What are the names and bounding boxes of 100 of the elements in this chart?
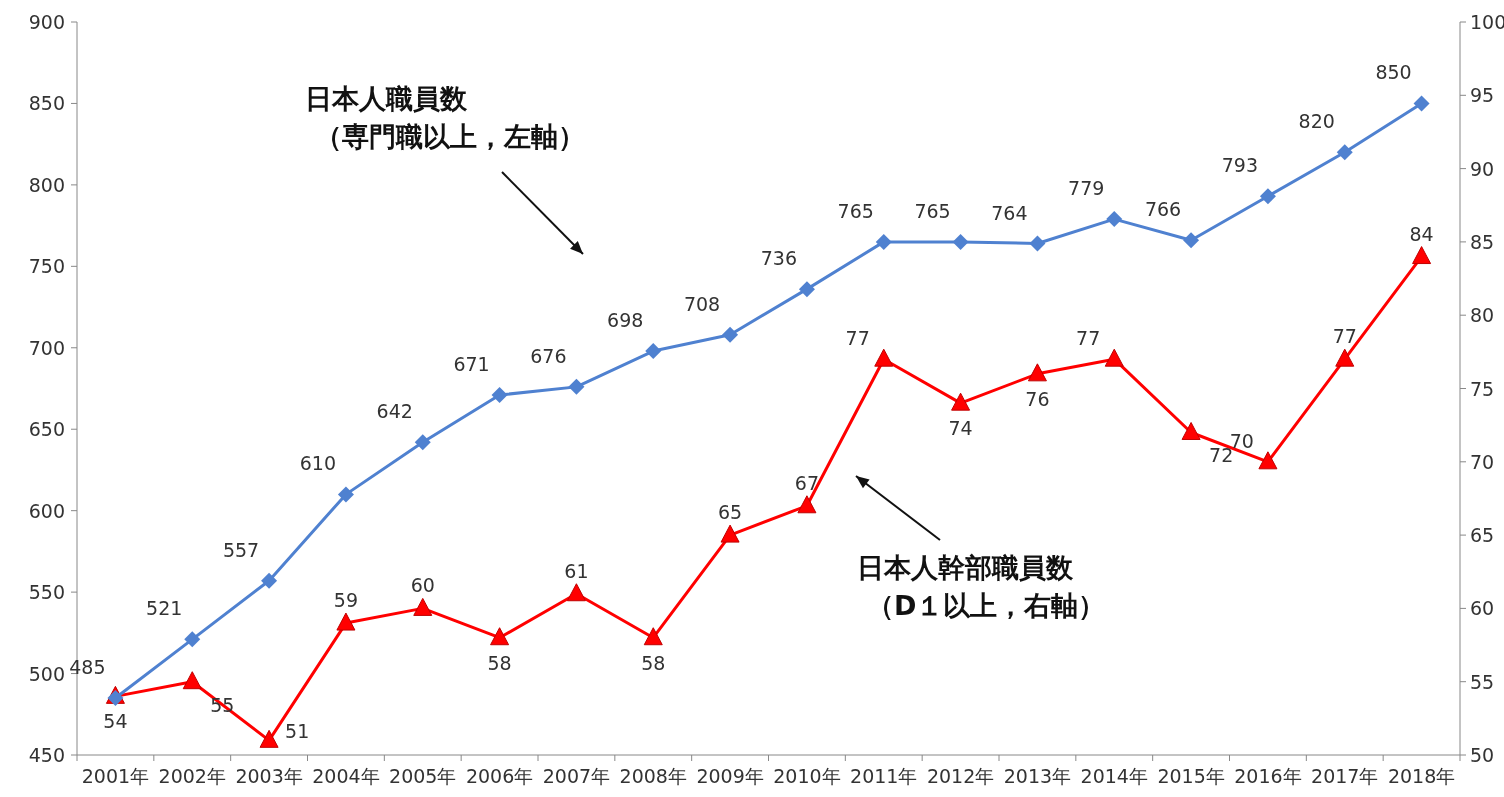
x-tick-label: 2017年 bbox=[1311, 765, 1379, 787]
x-tick-label: 2014年 bbox=[1080, 765, 1148, 787]
data-label: 60 bbox=[410, 574, 435, 597]
point bbox=[1412, 246, 1432, 265]
point bbox=[491, 387, 508, 404]
point bbox=[1335, 348, 1355, 367]
point bbox=[1259, 188, 1276, 205]
point bbox=[875, 233, 892, 250]
y2-tick-label: 60 bbox=[1470, 597, 1495, 620]
data-label: 671 bbox=[453, 353, 490, 376]
x-tick-label: 2015年 bbox=[1157, 765, 1225, 787]
y2-tick-label: 80 bbox=[1470, 304, 1495, 327]
x-tick-label: 2016年 bbox=[1234, 765, 1302, 787]
data-label: 642 bbox=[376, 400, 413, 423]
data-label: 77 bbox=[845, 327, 870, 350]
data-label: 698 bbox=[607, 309, 644, 332]
point bbox=[1181, 421, 1201, 440]
point bbox=[490, 627, 510, 646]
x-tick-label: 2010年 bbox=[773, 765, 841, 787]
x-tick-label: 2012年 bbox=[926, 765, 995, 787]
point bbox=[261, 572, 278, 589]
data-label: 765 bbox=[914, 199, 951, 222]
x-tick-label: 2002年 bbox=[158, 765, 226, 787]
point bbox=[1413, 95, 1430, 112]
x-tick-label: 2003年 bbox=[235, 765, 303, 787]
point bbox=[1106, 211, 1123, 228]
data-label: 485 bbox=[69, 655, 106, 678]
y-tick-label: 650 bbox=[28, 418, 65, 441]
point bbox=[336, 612, 356, 631]
y-tick-label: 700 bbox=[28, 336, 65, 359]
point bbox=[720, 524, 740, 543]
x-tick-label: 2018年 bbox=[1387, 765, 1456, 787]
data-label: 58 bbox=[641, 651, 666, 674]
point bbox=[568, 378, 585, 395]
data-label: 84 bbox=[1409, 222, 1434, 245]
data-label: 67 bbox=[794, 471, 820, 494]
point bbox=[414, 434, 431, 451]
y2-tick-label: 95 bbox=[1470, 84, 1495, 107]
x-tick-label: 2001年 bbox=[81, 765, 150, 787]
point bbox=[643, 627, 663, 646]
data-label: 58 bbox=[487, 651, 512, 674]
data-label: 736 bbox=[760, 247, 798, 270]
x-tick-label: 2011年 bbox=[850, 765, 918, 787]
point bbox=[1027, 363, 1047, 382]
x-tick-label: 2007年 bbox=[542, 765, 611, 787]
data-label: 72 bbox=[1209, 444, 1234, 467]
y-tick-label: 900 bbox=[28, 11, 65, 33]
y-tick-label: 500 bbox=[28, 662, 65, 685]
data-label: 779 bbox=[1068, 177, 1105, 200]
point bbox=[951, 392, 971, 411]
point bbox=[1336, 144, 1353, 161]
y-tick-label: 450 bbox=[28, 744, 65, 766]
point bbox=[184, 631, 201, 648]
y-tick-label: 800 bbox=[28, 173, 65, 196]
y2-tick-label: 85 bbox=[1470, 230, 1495, 253]
data-label: 61 bbox=[564, 559, 589, 582]
data-label: 793 bbox=[1221, 154, 1259, 177]
data-label: 850 bbox=[1375, 61, 1412, 84]
point bbox=[337, 486, 354, 503]
data-label: 676 bbox=[530, 344, 567, 367]
y2-tick-label: 75 bbox=[1470, 377, 1495, 400]
point bbox=[182, 671, 202, 690]
data-label: 610 bbox=[299, 452, 337, 475]
y2-tick-label: 55 bbox=[1470, 670, 1495, 693]
y-tick-label: 550 bbox=[28, 581, 65, 604]
point bbox=[1104, 348, 1124, 367]
data-label: 51 bbox=[285, 720, 310, 743]
point bbox=[1258, 451, 1278, 470]
point bbox=[722, 326, 739, 343]
point bbox=[1029, 235, 1046, 252]
point bbox=[107, 689, 124, 706]
point bbox=[645, 343, 662, 360]
data-label: 54 bbox=[103, 710, 128, 733]
x-tick-label: 2008年 bbox=[619, 765, 687, 787]
x-tick-label: 2004年 bbox=[312, 765, 380, 787]
data-label: 820 bbox=[1298, 110, 1335, 133]
data-label: 557 bbox=[222, 538, 260, 561]
y2-tick-label: 65 bbox=[1470, 524, 1495, 547]
point bbox=[413, 597, 433, 616]
data-label: 77 bbox=[1076, 327, 1101, 350]
point bbox=[1183, 232, 1200, 249]
data-label: 764 bbox=[991, 201, 1028, 224]
data-label: 765 bbox=[837, 199, 874, 222]
point bbox=[874, 348, 894, 367]
point bbox=[798, 281, 815, 298]
x-tick-label: 2006年 bbox=[465, 765, 534, 787]
data-label: 74 bbox=[948, 417, 973, 440]
data-label: 521 bbox=[146, 597, 183, 620]
point bbox=[952, 233, 969, 250]
y-tick-label: 750 bbox=[28, 255, 65, 278]
x-tick-label: 2009年 bbox=[696, 765, 764, 787]
point bbox=[566, 583, 586, 602]
data-label: 766 bbox=[1144, 198, 1182, 221]
y-tick-label: 850 bbox=[28, 92, 65, 115]
x-tick-label: 2005年 bbox=[389, 765, 457, 787]
point bbox=[797, 495, 817, 514]
y-tick-label: 600 bbox=[28, 499, 65, 522]
y2-tick-label: 90 bbox=[1470, 157, 1495, 180]
point bbox=[259, 729, 279, 748]
y2-tick-label: 50 bbox=[1470, 744, 1495, 766]
